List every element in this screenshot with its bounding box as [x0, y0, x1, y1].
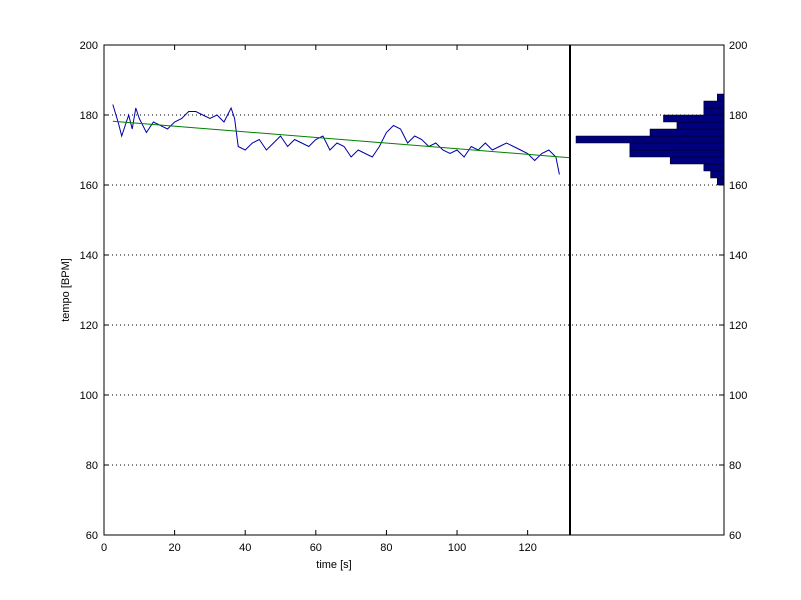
histogram-bar: [629, 149, 725, 158]
x-tick-label: 80: [380, 542, 392, 554]
y-tick-label-right: 120: [729, 320, 747, 332]
x-tick-label: 100: [448, 542, 466, 554]
histogram-bar: [649, 128, 725, 137]
y-tick-label-right: 100: [729, 390, 747, 402]
histogram-bar: [703, 100, 725, 109]
y-tick-label-right: 80: [729, 460, 741, 472]
x-tick-label: 120: [518, 542, 536, 554]
y-tick-label-left: 100: [80, 390, 98, 402]
y-tick-label-left: 60: [86, 530, 98, 542]
y-tick-label-left: 160: [80, 180, 98, 192]
y-axis-label: tempo [BPM]: [60, 258, 72, 322]
histogram-bar: [717, 177, 725, 186]
x-tick-label: 60: [310, 542, 322, 554]
y-tick-label-right: 160: [729, 180, 747, 192]
y-tick-label-left: 180: [80, 110, 98, 122]
y-tick-label-right: 140: [729, 250, 747, 262]
tempo-line: [112, 104, 560, 175]
x-tick-label: 0: [101, 542, 107, 554]
y-tick-label-right: 200: [729, 40, 747, 52]
histogram-bar: [669, 156, 725, 165]
histogram: [575, 93, 725, 186]
y-tick-label-right: 180: [729, 110, 747, 122]
y-tick-label-right: 60: [729, 530, 741, 542]
y-tick-label-left: 120: [80, 320, 98, 332]
x-axis-label: time [s]: [316, 559, 351, 571]
y-tick-label-left: 140: [80, 250, 98, 262]
histogram-bar: [710, 170, 725, 179]
histogram-bar: [663, 114, 725, 123]
y-tick-label-left: 200: [80, 40, 98, 52]
y-gridlines: [104, 114, 724, 466]
histogram-bar: [703, 163, 725, 172]
ticks: 6080100120140160180200608010012014016018…: [80, 40, 748, 554]
trend-line: [112, 120, 571, 159]
x-tick-label: 20: [168, 542, 180, 554]
histogram-bar: [575, 135, 725, 144]
plot-frame: [103, 44, 725, 536]
y-tick-label-left: 80: [86, 460, 98, 472]
histogram-bar: [676, 121, 725, 130]
histogram-bar: [629, 142, 725, 151]
histogram-bar: [703, 107, 725, 116]
x-tick-label: 40: [239, 542, 251, 554]
histogram-bar: [717, 93, 725, 102]
series-group: [112, 104, 571, 175]
